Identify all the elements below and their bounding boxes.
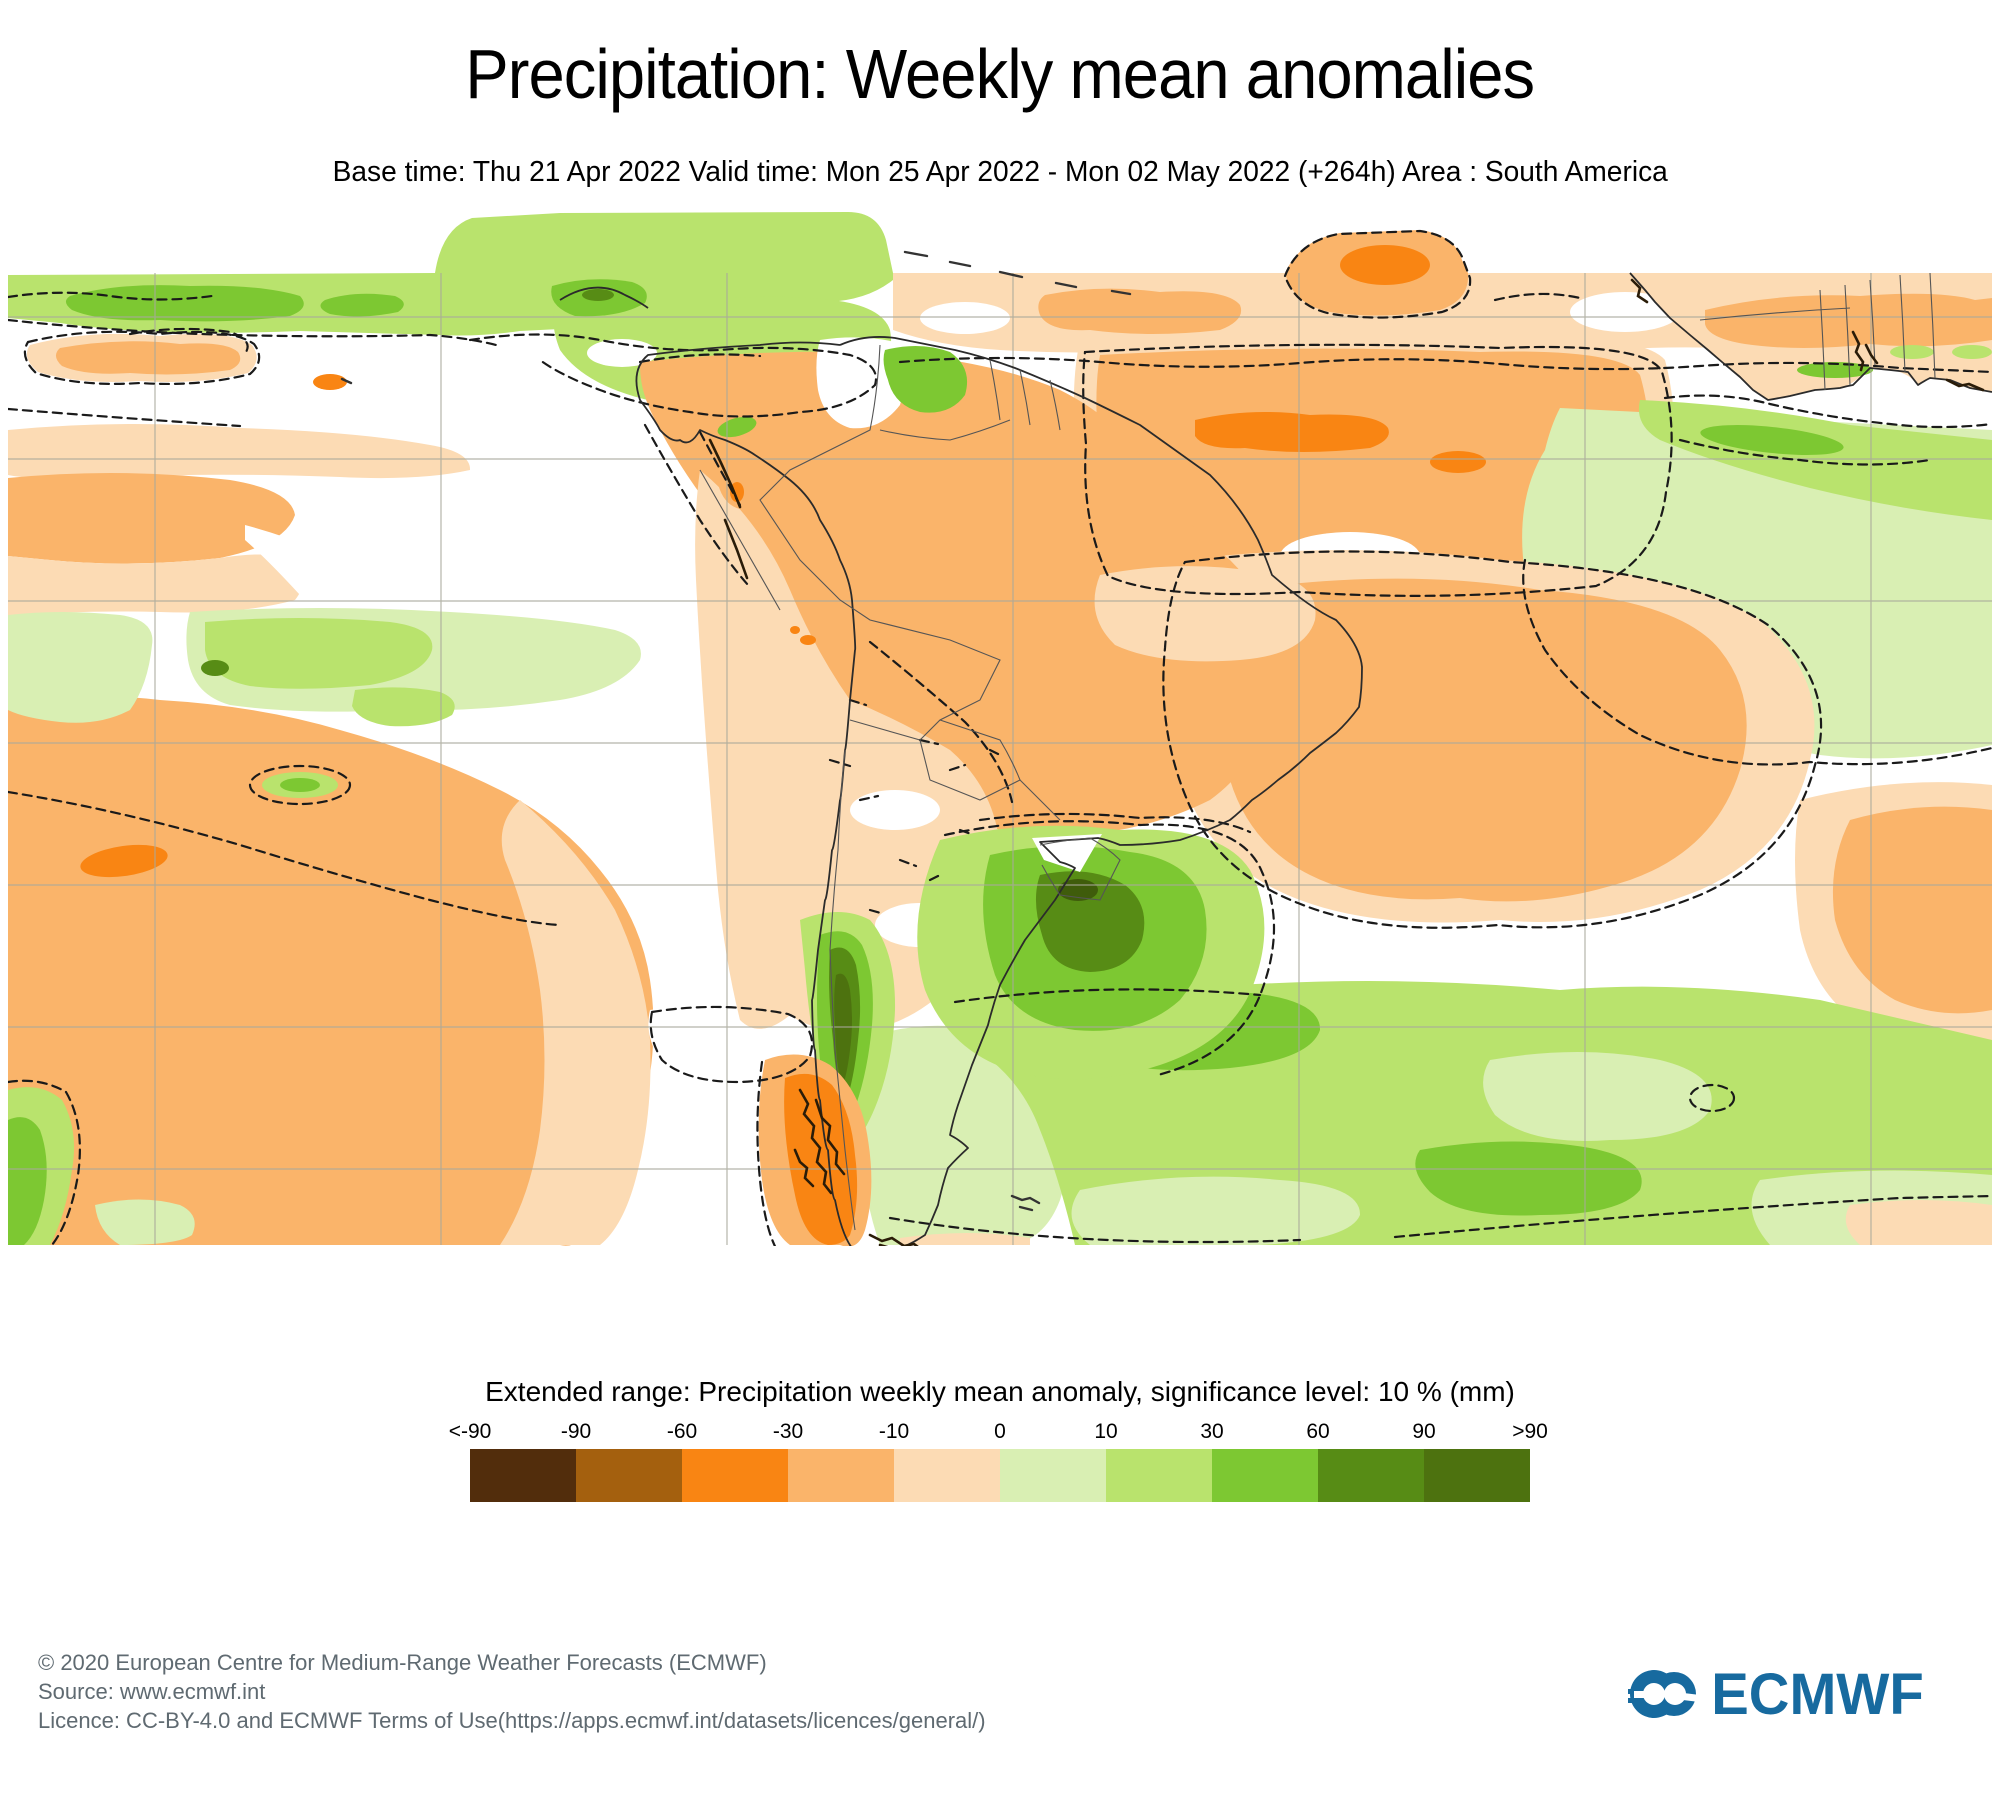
legend-tick-2: -60 (666, 1420, 698, 1443)
legend-segment-2 (682, 1449, 788, 1502)
legend-tick-9: 90 (1412, 1420, 1436, 1443)
island-marks (340, 250, 1132, 1212)
footer-source: Source: www.ecmwf.int (38, 1679, 266, 1704)
significance-contours (6, 229, 1994, 1254)
legend-tick-4: -10 (878, 1420, 910, 1443)
footer-copyright: © 2020 European Centre for Medium-Range … (38, 1650, 767, 1675)
legend-segment-1 (576, 1449, 682, 1502)
legend-segment-7 (1212, 1449, 1318, 1502)
legend-colorbar (470, 1449, 1530, 1502)
anomaly-fills (8, 212, 1992, 1247)
legend-tick-5: 0 (994, 1420, 1006, 1443)
legend-segment-8 (1318, 1449, 1424, 1502)
legend-tick-3: -30 (772, 1420, 804, 1443)
legend-tick-7: 30 (1200, 1420, 1224, 1443)
map-country-borders (699, 272, 1936, 1231)
legend-title: Extended range: Precipitation weekly mea… (485, 1376, 1515, 1407)
page-title: Precipitation: Weekly mean anomalies (465, 35, 1536, 113)
footer-licence: Licence: CC-BY-4.0 and ECMWF Terms of Us… (38, 1708, 986, 1733)
legend-segment-9 (1424, 1449, 1530, 1502)
legend-tick-0: <-90 (448, 1420, 492, 1443)
legend-segment-3 (788, 1449, 894, 1502)
legend-segment-6 (1106, 1449, 1212, 1502)
legend-segment-0 (470, 1449, 576, 1502)
anomaly-map-svg (6, 212, 1994, 1256)
ecmwf-logo-text: ECMWF (1711, 1661, 1924, 1727)
anomaly-map (6, 212, 1994, 1256)
legend-segment-5 (1000, 1449, 1106, 1502)
legend-tick-10: >90 (1512, 1420, 1548, 1443)
ecmwf-logo-icon (1628, 1670, 1698, 1718)
legend-tick-8: 60 (1306, 1420, 1330, 1443)
map-gridlines (8, 273, 1992, 1245)
legend-tick-1: -90 (560, 1420, 592, 1443)
legend-tick-6: 10 (1094, 1420, 1118, 1443)
map-coastlines (559, 272, 1993, 1256)
ecmwf-logo: ECMWF (1628, 1660, 1927, 1728)
footer: © 2020 European Centre for Medium-Range … (38, 1648, 986, 1735)
legend-tick-labels: <-90 -90 -60 -30 -10 0 10 30 60 90 >90 (449, 1420, 1548, 1444)
legend-segment-4 (894, 1449, 1000, 1502)
page-subtitle: Base time: Thu 21 Apr 2022 Valid time: M… (332, 156, 1668, 188)
